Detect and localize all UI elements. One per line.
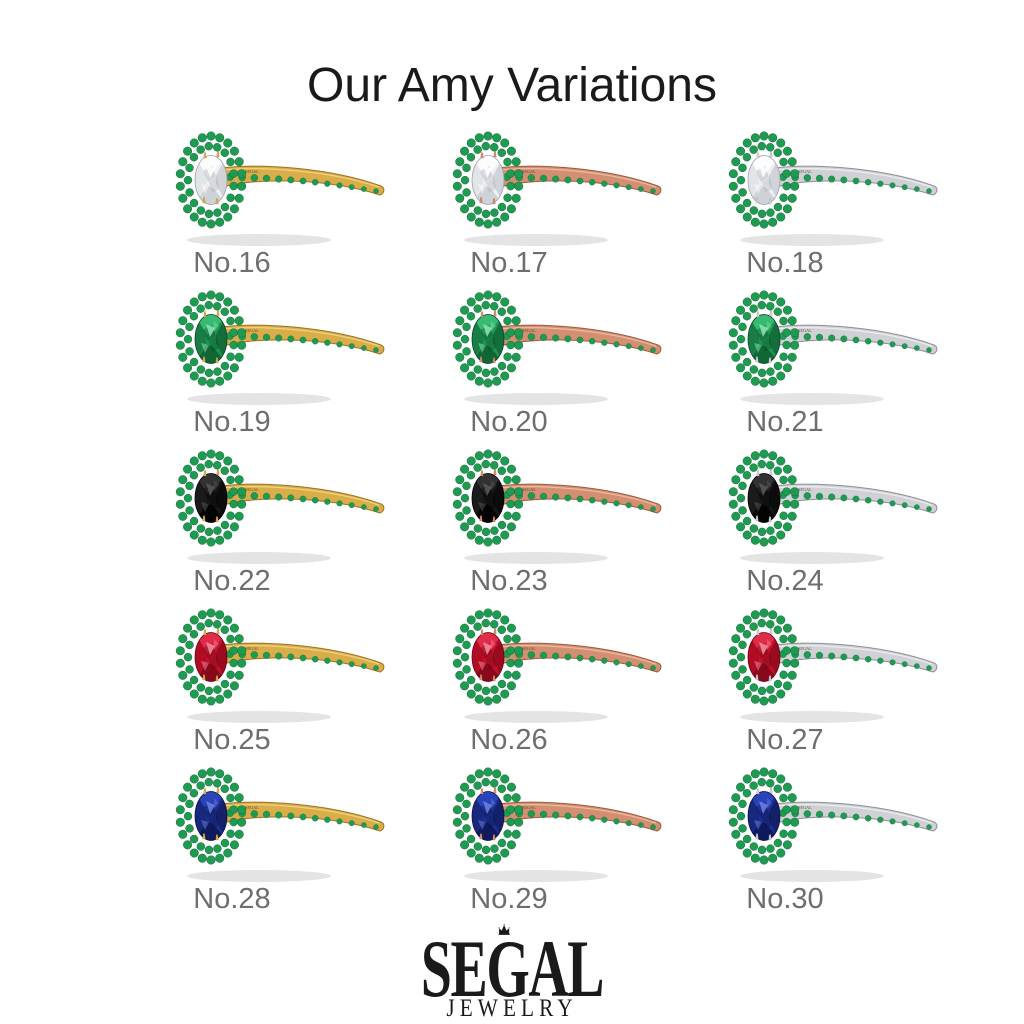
svg-text:SEGAL: SEGAL <box>798 487 812 492</box>
svg-text:SEGAL: SEGAL <box>522 805 536 810</box>
svg-text:SEGAL: SEGAL <box>245 646 259 651</box>
svg-text:SEGAL: SEGAL <box>798 646 812 651</box>
svg-text:SEGAL: SEGAL <box>522 169 536 174</box>
svg-text:SEGAL: SEGAL <box>245 169 259 174</box>
svg-text:SEGAL: SEGAL <box>798 328 812 333</box>
svg-text:SEGAL: SEGAL <box>522 328 536 333</box>
svg-text:SEGAL: SEGAL <box>245 328 259 333</box>
svg-text:SEGAL: SEGAL <box>245 805 259 810</box>
svg-text:SEGAL: SEGAL <box>245 487 259 492</box>
svg-text:SEGAL: SEGAL <box>522 646 536 651</box>
svg-text:SEGAL: SEGAL <box>798 805 812 810</box>
svg-text:SEGAL: SEGAL <box>522 487 536 492</box>
svg-text:SEGAL: SEGAL <box>798 169 812 174</box>
